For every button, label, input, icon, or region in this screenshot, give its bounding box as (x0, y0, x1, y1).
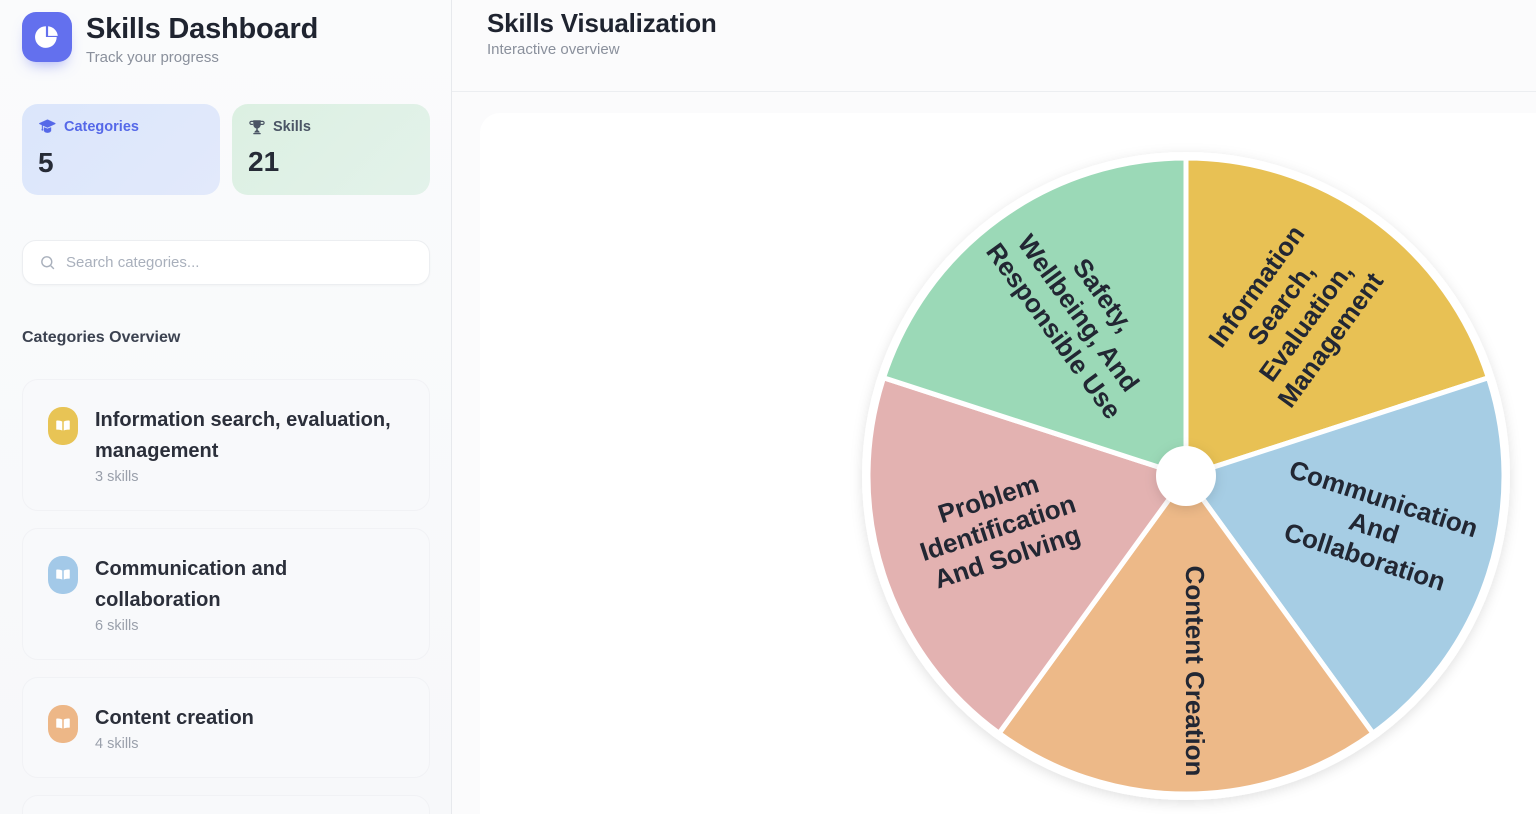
svg-text:Content Creation: Content Creation (1180, 566, 1210, 777)
